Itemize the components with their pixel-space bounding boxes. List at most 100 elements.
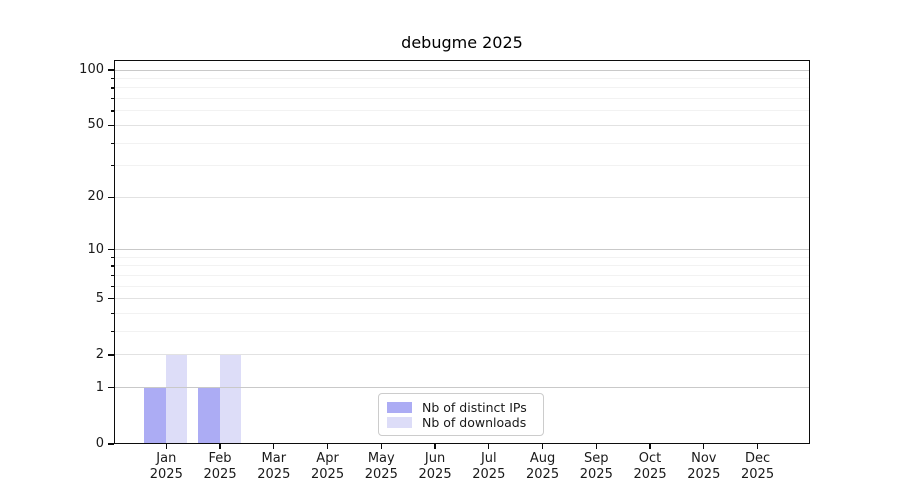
x-tick-month-dec: Dec [744,451,771,466]
x-tick-mark-apr [326,444,329,449]
gridline-40 [115,142,809,144]
gridline-10 [115,249,809,251]
y-tick-mark-10 [108,249,114,251]
x-tick-mark-feb [219,444,221,449]
legend: Nb of distinct IPs Nb of downloads [378,393,544,436]
gridline-70 [115,98,809,100]
x-tick-label-dec: Dec 2025 [728,451,788,482]
gridline-4 [115,313,809,315]
gridline-2 [115,354,809,356]
legend-swatch-distinct-ips [387,401,412,413]
x-tick-mark-jun [434,444,436,449]
x-tick-month-mar: Mar [261,451,287,466]
bar-nb-of-downloads-feb [219,354,242,443]
y-tick-label-5: 5 [95,290,104,306]
x-tick-mark-aug [541,444,544,449]
bar-nb-of-downloads-jan [165,354,188,443]
x-tick-mark-nov [703,444,705,449]
x-tick-label-jun: Jun 2025 [405,451,465,482]
x-tick-mark-jul [488,444,490,449]
y-tick-label-100: 100 [79,62,104,77]
x-tick-year-dec: 2025 [741,466,775,482]
bar-nb-of-distinct-ips-jan [144,387,166,443]
x-tick-month-may: May [367,451,395,466]
gridline-8 [115,265,809,267]
y-minor-tick-mark-8 [111,265,114,267]
y-minor-tick-mark-60 [111,110,114,112]
y-minor-tick-mark-90 [111,77,114,80]
gridline-100 [115,69,809,71]
x-tick-mark-sep [595,444,597,449]
gridline-7 [115,274,809,276]
x-tick-mark-dec [756,444,759,449]
gridline-60 [115,110,809,112]
chart-title: debugme 2025 [401,33,523,52]
y-minor-tick-mark-9 [111,256,114,259]
gridline-20 [115,196,809,198]
x-tick-label-jul: Jul 2025 [459,451,519,482]
y-tick-label-2: 2 [95,346,104,362]
plot-area [114,60,810,444]
y-minor-tick-mark-70 [111,98,114,100]
legend-entry-distinct-ips: Nb of distinct IPs [387,399,536,415]
x-tick-year-mar: 2025 [257,466,291,482]
x-tick-year-aug: 2025 [526,466,560,482]
x-tick-label-apr: Apr 2025 [298,451,358,482]
y-tick-mark-50 [108,124,114,126]
x-tick-year-nov: 2025 [687,466,721,482]
gridline-5 [115,298,809,300]
x-tick-label-nov: Nov 2025 [674,451,734,482]
x-tick-mark-may [380,444,382,449]
x-tick-year-jul: 2025 [472,466,506,482]
y-minor-tick-mark-30 [111,165,114,167]
x-tick-month-sep: Sep [584,451,609,466]
bar-nb-of-distinct-ips-feb [198,387,220,443]
x-tick-label-jan: Jan 2025 [136,451,196,482]
x-tick-mark-mar [273,444,275,449]
y-tick-mark-5 [108,298,114,300]
y-minor-tick-mark-80 [111,87,114,89]
y-tick-mark-0 [108,443,114,445]
x-tick-month-feb: Feb [208,451,232,466]
x-tick-month-jun: Jun [424,451,446,466]
x-tick-label-feb: Feb 2025 [190,451,250,482]
x-tick-month-oct: Oct [638,451,662,466]
x-tick-mark-jan [165,444,167,449]
x-tick-mark-oct [649,444,651,449]
x-tick-year-feb: 2025 [203,466,237,482]
legend-swatch-downloads [387,416,412,428]
x-tick-year-sep: 2025 [579,466,613,482]
x-tick-month-aug: Aug [529,451,556,466]
gridline-9 [115,256,809,258]
x-tick-label-mar: Mar 2025 [244,451,304,482]
y-tick-label-50: 50 [87,117,104,133]
y-minor-tick-mark-7 [111,274,114,277]
x-tick-month-jan: Jan [156,451,177,466]
y-minor-tick-mark-6 [111,285,114,287]
y-minor-tick-mark-3 [111,331,114,333]
y-tick-mark-2 [108,354,114,356]
x-tick-label-sep: Sep 2025 [566,451,626,482]
x-tick-year-apr: 2025 [311,466,345,482]
y-tick-mark-100 [108,69,114,71]
gridline-30 [115,165,809,167]
x-tick-label-aug: Aug 2025 [513,451,573,482]
x-tick-year-may: 2025 [364,466,398,482]
x-tick-month-apr: Apr [316,451,339,466]
legend-label-distinct-ips: Nb of distinct IPs [422,399,527,415]
y-tick-label-20: 20 [87,189,104,205]
x-tick-month-jul: Jul [480,451,497,466]
legend-label-downloads: Nb of downloads [422,414,527,430]
gridline-80 [115,87,809,89]
legend-entry-downloads: Nb of downloads [387,414,536,430]
gridline-50 [115,124,809,126]
gridline-1 [115,387,809,389]
y-tick-label-0: 0 [95,436,104,451]
x-tick-year-oct: 2025 [633,466,667,482]
y-tick-label-1: 1 [95,379,104,395]
gridline-90 [115,77,809,79]
x-tick-label-oct: Oct 2025 [620,451,680,482]
y-tick-mark-1 [108,387,114,389]
y-minor-tick-mark-4 [111,313,114,315]
